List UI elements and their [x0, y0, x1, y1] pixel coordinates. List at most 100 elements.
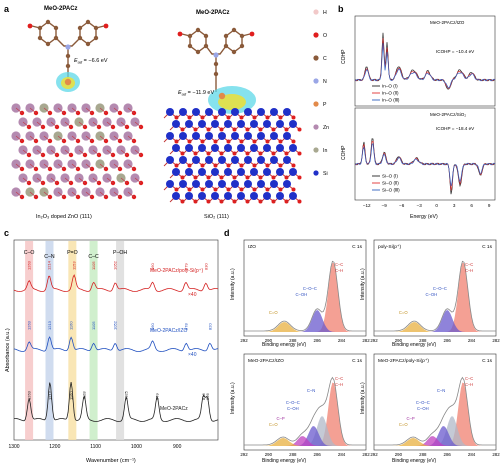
- bond: [78, 121, 86, 128]
- si-atom: [205, 156, 213, 164]
- o-atom: [180, 151, 185, 156]
- si-atom: [211, 192, 219, 200]
- zn-atom: [11, 187, 21, 197]
- si-atom: [185, 168, 193, 176]
- o-atom: [258, 199, 263, 204]
- o-atom: [174, 139, 179, 144]
- o-atom: [206, 151, 211, 156]
- si-atom: [283, 132, 291, 140]
- o-atom: [284, 199, 289, 204]
- si-atom: [289, 144, 297, 152]
- xps-envelope: [244, 376, 366, 446]
- si-atom: [224, 192, 232, 200]
- xps-peak-label: C–H: [465, 268, 473, 273]
- si-atom: [263, 120, 271, 128]
- o-atom: [245, 175, 250, 180]
- si-atom: [211, 120, 219, 128]
- legend-label-in: In: [323, 148, 327, 154]
- xps-component: [374, 436, 496, 446]
- o-atom: [232, 175, 237, 180]
- cohp-top-icohp: ICOHP = −10.4 eV: [436, 49, 475, 54]
- ftir-peak-label: 960: [150, 323, 155, 330]
- bond: [43, 191, 51, 198]
- si-atom: [172, 168, 180, 176]
- si-atom: [205, 132, 213, 140]
- si-atom: [172, 192, 180, 200]
- ftir-band-label: C–O: [24, 250, 35, 256]
- o-atom: [226, 187, 231, 192]
- xps-xtick: 284: [338, 452, 346, 457]
- bond: [120, 149, 128, 156]
- si-atom: [205, 108, 213, 116]
- bond: [50, 121, 58, 128]
- xps-xtick: 288: [419, 338, 427, 343]
- bond: [29, 191, 37, 198]
- o-atom: [252, 139, 257, 144]
- bond: [36, 177, 44, 184]
- si-atom: [270, 180, 278, 188]
- ftir-peak-label: 1263: [27, 320, 32, 330]
- bond: [50, 177, 58, 184]
- o-atom: [271, 199, 276, 204]
- panel-a-label: a: [4, 4, 10, 14]
- o-atom: [219, 199, 224, 204]
- ftir-peak-label: 1213: [47, 320, 52, 330]
- xps-frame: [243, 239, 367, 337]
- o-atom: [245, 127, 250, 132]
- o-atom: [297, 175, 302, 180]
- cohp-xlabel: Energy (eV): [410, 214, 438, 220]
- ftir-peak-label: 1263: [27, 260, 32, 270]
- bond: [99, 107, 107, 114]
- o-atom: [297, 127, 302, 132]
- xps-xtick: 288: [419, 452, 427, 457]
- bond: [22, 121, 30, 128]
- o-atom: [206, 127, 211, 132]
- si-atom: [276, 144, 284, 152]
- xps-xlabel-2: Binding energy (eV): [392, 342, 437, 348]
- si-atom: [166, 108, 174, 116]
- o-atom: [252, 187, 257, 192]
- bond: [50, 149, 58, 156]
- bond: [99, 135, 107, 142]
- o-atom: [200, 139, 205, 144]
- o-atom: [180, 175, 185, 180]
- si-atom: [166, 132, 174, 140]
- si-atom: [237, 120, 245, 128]
- si-atom: [244, 132, 252, 140]
- bond: [22, 149, 30, 156]
- ftir-band: [45, 241, 54, 440]
- ftir-band-label: C–N: [44, 254, 55, 260]
- si-atom: [250, 192, 258, 200]
- bond: [43, 163, 51, 170]
- panel-c: c C–O C–N P=O C–C P–OH MeO-2PACz/poly-Si(p⁺)…: [4, 228, 219, 464]
- zn-atom: [11, 103, 21, 113]
- si-atom: [198, 192, 206, 200]
- ftir-peak-label: 1052: [113, 320, 118, 330]
- ftir-xticks: 1300 1200 1100 1000 900: [8, 444, 181, 450]
- ftir-xtick: 1200: [49, 444, 60, 450]
- zn-atom: [11, 159, 21, 169]
- panel-b: b MeO-2PACz/IZO ICOHP = −10.4 eV MeO-2PA…: [338, 4, 496, 220]
- bond: [29, 135, 37, 142]
- bond: [85, 135, 93, 142]
- molecule-right-name: MeO-2PACz: [196, 10, 230, 16]
- o-atom: [297, 199, 302, 204]
- si-atom: [257, 180, 265, 188]
- si-atom: [250, 168, 258, 176]
- ftir-trace: [13, 336, 219, 352]
- legend-atom-c: [313, 55, 319, 61]
- o-atom: [278, 187, 283, 192]
- xps-peak-label: C–P: [277, 416, 285, 421]
- xps-xtick: 292: [370, 452, 378, 457]
- xps-xtick: 284: [468, 338, 476, 343]
- o-atom: [200, 187, 205, 192]
- si-atom: [270, 132, 278, 140]
- xps-peak-label: C–C: [465, 262, 473, 267]
- cohp-line: [354, 138, 496, 195]
- xps-peak-label: C–OH: [296, 292, 308, 297]
- bond: [85, 163, 93, 170]
- caption-right: SiO₂ (111): [204, 214, 229, 220]
- bond: [92, 177, 100, 184]
- xps-subplot: IZO C 1s C–CC–H C–O–CC–OH C=O 292 290 288 286 284…: [240, 239, 370, 343]
